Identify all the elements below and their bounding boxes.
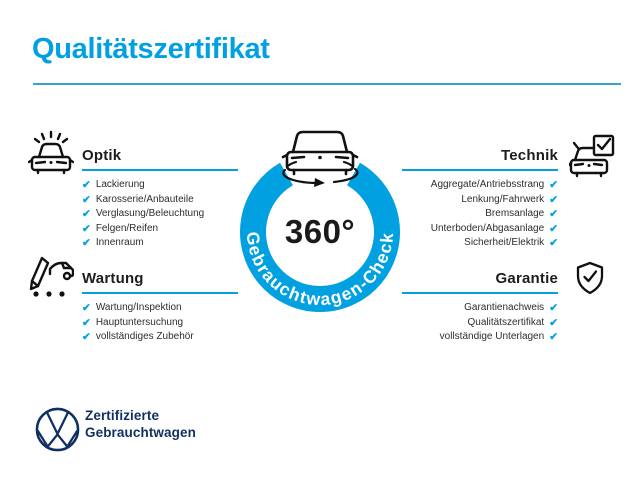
checklist-garantie: Garantienachweis ✔ Qualitätszertifikat ✔ vol… <box>402 301 558 345</box>
check-item: vollständige Unterlagen ✔ <box>402 330 558 345</box>
check-item: Bremsanlage ✔ <box>402 207 558 222</box>
checklist-optik: ✔ Lackierung ✔ Karosserie/Anbauteile ✔ Vergla… <box>82 178 238 251</box>
check-icon: ✔ <box>82 193 91 206</box>
item-label: Qualitätszertifikat <box>467 316 545 328</box>
check-item: Aggregate/Antriebsstrang ✔ <box>402 178 558 193</box>
check-icon: ✔ <box>549 237 558 249</box>
check-icon: ✔ <box>82 316 91 329</box>
item-label: vollständige Unterlagen <box>439 331 545 342</box>
vw-logo <box>35 407 80 452</box>
check-icon: ✔ <box>82 331 91 343</box>
check-item: Qualitätszertifikat ✔ <box>402 316 558 331</box>
check-icon: ✔ <box>549 331 558 343</box>
item-label: Hauptuntersuchung <box>95 316 184 328</box>
item-label: Verglasung/Beleuchtung <box>95 208 205 219</box>
check-item: ✔ Hauptuntersuchung <box>82 316 238 331</box>
shield-check-icon <box>576 261 604 295</box>
item-label: Innenraum <box>95 237 144 248</box>
item-label: Lenkung/Fahrwerk <box>461 193 545 205</box>
section-title-garantie: Garantie <box>495 270 558 287</box>
car-checkbox-icon <box>569 134 615 178</box>
section-underline <box>402 292 558 294</box>
car-rotation-icon <box>281 130 359 187</box>
brand-claim-line1: Zertifizierte <box>85 408 160 423</box>
section-title-technik: Technik <box>501 147 558 164</box>
check-icon: ✔ <box>549 208 558 220</box>
item-label: Wartung/Inspektion <box>95 302 182 313</box>
check-item: Garantienachweis ✔ <box>402 301 558 316</box>
item-label: Lackierung <box>95 179 145 190</box>
section-technik: Technik Aggregate/Antriebsstrang ✔ Lenkung… <box>402 147 558 251</box>
check-item: ✔ Verglasung/Beleuchtung <box>82 207 238 222</box>
item-label: Karosserie/Anbauteile <box>95 193 194 205</box>
check-icon: ✔ <box>549 316 558 329</box>
check-icon: ✔ <box>549 302 558 314</box>
item-label: vollständiges Zubehör <box>95 331 194 342</box>
item-label: Sicherheit/Elektrik <box>464 237 545 248</box>
check-item: ✔ Felgen/Reifen <box>82 222 238 237</box>
checklist-technik: Aggregate/Antriebsstrang ✔ Lenkung/Fahrwer… <box>402 178 558 251</box>
title-divider <box>33 83 621 85</box>
service-note-icon <box>29 256 74 297</box>
check-icon: ✔ <box>82 208 91 220</box>
check-icon: ✔ <box>82 237 91 249</box>
section-title-optik: Optik <box>82 147 122 164</box>
page-title: Qualitätszertifikat <box>32 33 270 65</box>
badge-360-check: Gebrauchtwagen-Check 360° <box>240 130 400 313</box>
section-title-wartung: Wartung <box>82 270 144 287</box>
check-icon: ✔ <box>549 193 558 206</box>
check-icon: ✔ <box>549 179 558 191</box>
badge-ring <box>240 162 400 313</box>
section-underline <box>82 169 238 171</box>
item-label: Garantienachweis <box>464 302 545 313</box>
section-wartung: Wartung ✔ Wartung/Inspektion ✔ Hauptuntersu… <box>82 270 238 345</box>
check-item: Sicherheit/Elektrik ✔ <box>402 236 558 251</box>
section-underline <box>82 292 238 294</box>
check-item: ✔ Innenraum <box>82 236 238 251</box>
check-item: Unterboden/Abgasanlage ✔ <box>402 222 558 237</box>
brand-claim: Zertifizierte Gebrauchtwagen <box>85 407 196 441</box>
check-item: Lenkung/Fahrwerk ✔ <box>402 193 558 208</box>
checklist-wartung: ✔ Wartung/Inspektion ✔ Hauptuntersuchung ✔ vo… <box>82 301 238 345</box>
item-label: Aggregate/Antriebsstrang <box>430 179 545 190</box>
check-item: ✔ Karosserie/Anbauteile <box>82 193 238 208</box>
brand-claim-line2: Gebrauchtwagen <box>85 425 196 440</box>
item-label: Felgen/Reifen <box>95 222 159 234</box>
section-optik: Optik ✔ Lackierung ✔ Karosserie/Anbauteile ✔… <box>82 147 238 251</box>
check-icon: ✔ <box>549 222 558 235</box>
section-garantie: Garantie Garantienachweis ✔ Qualitätszerti… <box>402 270 558 345</box>
check-item: ✔ vollständiges Zubehör <box>82 330 238 345</box>
item-label: Unterboden/Abgasanlage <box>430 222 545 234</box>
check-item: ✔ Wartung/Inspektion <box>82 301 238 316</box>
badge-value: 360° <box>285 213 355 250</box>
check-icon: ✔ <box>82 302 91 314</box>
car-shine-icon <box>28 130 74 175</box>
item-label: Bremsanlage <box>485 208 545 219</box>
check-item: ✔ Lackierung <box>82 178 238 193</box>
section-underline <box>402 169 558 171</box>
check-icon: ✔ <box>82 179 91 191</box>
check-icon: ✔ <box>82 222 91 235</box>
